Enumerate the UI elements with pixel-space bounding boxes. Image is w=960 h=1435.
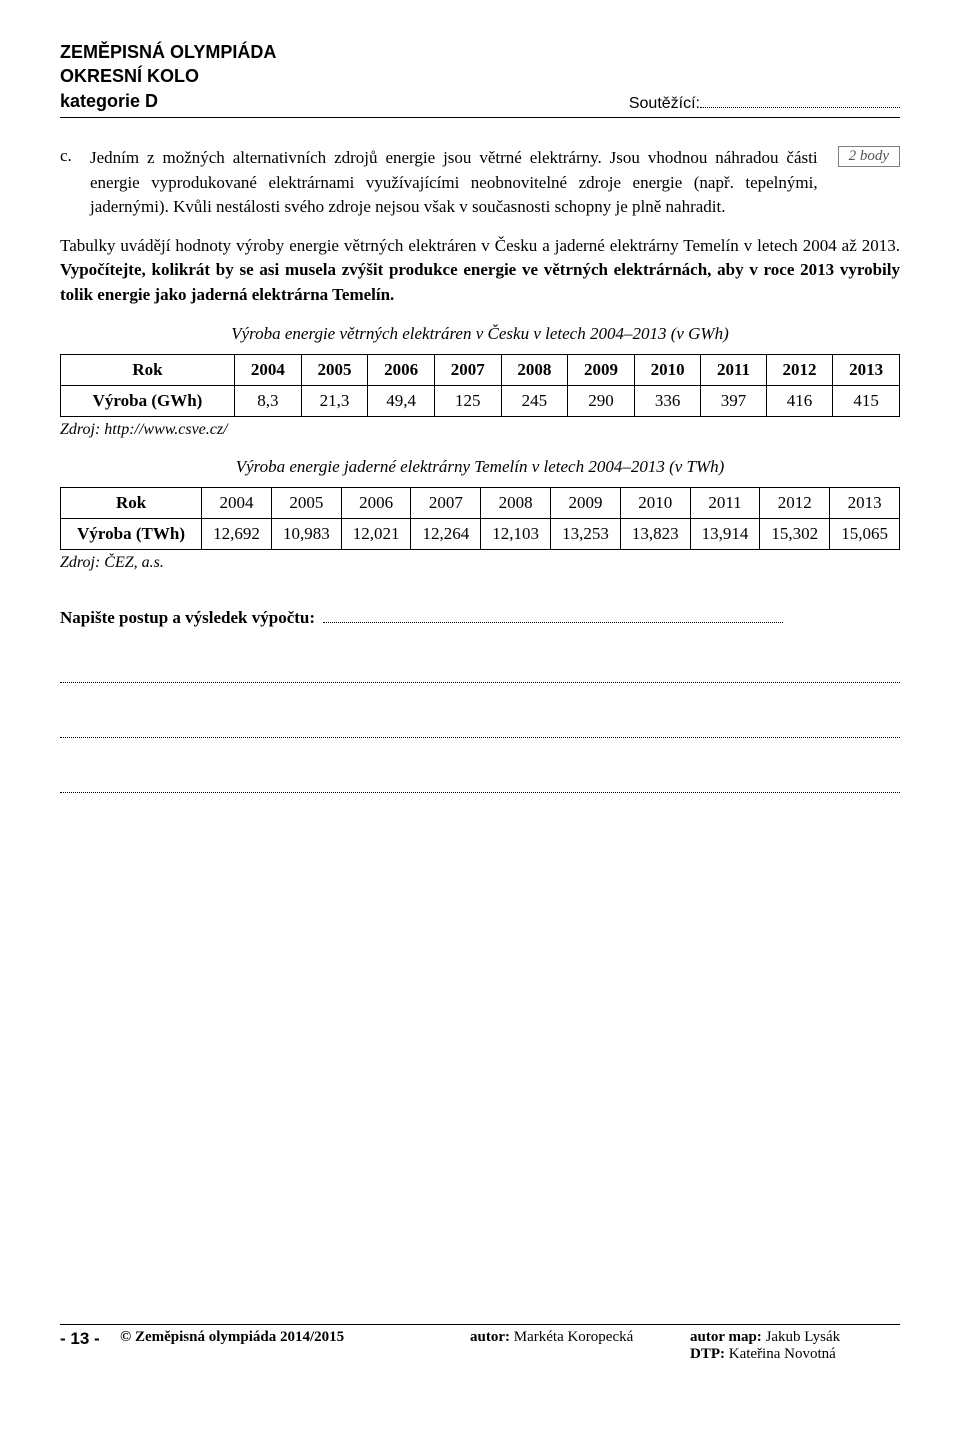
table1-year-3: 2007 — [434, 354, 501, 385]
table2-year-3: 2007 — [411, 487, 481, 518]
title-line-3: kategorie D — [60, 89, 276, 113]
task-c-block: c. Jedním z možných alternativních zdroj… — [60, 146, 900, 220]
answer-line-0[interactable] — [323, 606, 783, 623]
answer-line-2[interactable] — [60, 737, 900, 738]
title-line-1: ZEMĚPISNÁ OLYMPIÁDA — [60, 40, 276, 64]
table1-year-row: Rok 2004 2005 2006 2007 2008 2009 2010 2… — [61, 354, 900, 385]
footer-maps-dtp: autor map: Jakub Lysák DTP: Kateřina Nov… — [690, 1329, 900, 1363]
table2-year-8: 2012 — [760, 487, 830, 518]
table2-caption: Výroba energie jaderné elektrárny Temelí… — [60, 457, 900, 477]
answer-line-3[interactable] — [60, 792, 900, 793]
table1-source: Zdroj: http://www.csve.cz/ — [60, 421, 900, 439]
table1-val-8: 416 — [766, 385, 833, 416]
table2-year-2: 2006 — [341, 487, 411, 518]
table2-val-5: 13,253 — [551, 518, 621, 549]
table2-year-1: 2005 — [271, 487, 341, 518]
table2-year-4: 2008 — [481, 487, 551, 518]
task-intro-text: Jedním z možných alternativních zdrojů e… — [90, 146, 830, 220]
task-paragraph-2: Tabulky uvádějí hodnoty výroby energie v… — [60, 234, 900, 308]
table2-year-7: 2011 — [690, 487, 760, 518]
table2-val-9: 15,065 — [830, 518, 900, 549]
table2-val-6: 13,823 — [620, 518, 690, 549]
table1-year-7: 2011 — [701, 354, 766, 385]
answer-prompt: Napište postup a výsledek výpočtu: — [60, 606, 900, 628]
page-header: ZEMĚPISNÁ OLYMPIÁDA OKRESNÍ KOLO kategor… — [60, 40, 900, 118]
table1-val-1: 21,3 — [301, 385, 368, 416]
table1-value-label: Výroba (GWh) — [61, 385, 235, 416]
table1-val-6: 336 — [634, 385, 701, 416]
table1-year-8: 2012 — [766, 354, 833, 385]
page-footer: - 13 - © Zeměpisná olympiáda 2014/2015 a… — [60, 1324, 900, 1363]
table2-year-5: 2009 — [551, 487, 621, 518]
table1-val-9: 415 — [833, 385, 900, 416]
table2-year-0: 2004 — [202, 487, 272, 518]
table1-val-4: 245 — [501, 385, 568, 416]
table1-year-4: 2008 — [501, 354, 568, 385]
table2-val-7: 13,914 — [690, 518, 760, 549]
competitor-label: Soutěžící: — [629, 95, 700, 112]
table2-year-9: 2013 — [830, 487, 900, 518]
title-line-2: OKRESNÍ KOLO — [60, 64, 276, 88]
table2-year-6: 2010 — [620, 487, 690, 518]
header-title-block: ZEMĚPISNÁ OLYMPIÁDA OKRESNÍ KOLO kategor… — [60, 40, 276, 113]
table2-value-label: Výroba (TWh) — [61, 518, 202, 549]
footer-author: autor: Markéta Koropecká — [470, 1329, 690, 1346]
competitor-field: Soutěžící: — [629, 95, 900, 113]
table2-val-1: 10,983 — [271, 518, 341, 549]
table1-val-3: 125 — [434, 385, 501, 416]
table1-year-2: 2006 — [368, 354, 435, 385]
table1-year-0: 2004 — [235, 354, 302, 385]
table2-value-row: Výroba (TWh) 12,692 10,983 12,021 12,264… — [61, 518, 900, 549]
table1-caption: Výroba energie větrných elektráren v Čes… — [60, 324, 900, 344]
table1-year-6: 2010 — [634, 354, 701, 385]
table2-source: Zdroj: ČEZ, a.s. — [60, 554, 900, 572]
temelin-energy-table: Rok 2004 2005 2006 2007 2008 2009 2010 2… — [60, 487, 900, 550]
points-badge: 2 body — [838, 146, 900, 167]
table2-val-4: 12,103 — [481, 518, 551, 549]
page-number: - 13 - — [60, 1329, 120, 1349]
table1-val-5: 290 — [568, 385, 635, 416]
table2-val-3: 12,264 — [411, 518, 481, 549]
table1-year-label: Rok — [61, 354, 235, 385]
table2-year-label: Rok — [61, 487, 202, 518]
answer-line-1[interactable] — [60, 682, 900, 683]
table1-val-0: 8,3 — [235, 385, 302, 416]
table1-year-5: 2009 — [568, 354, 635, 385]
competitor-blank[interactable] — [700, 95, 900, 108]
table1-value-row: Výroba (GWh) 8,3 21,3 49,4 125 245 290 3… — [61, 385, 900, 416]
task-letter: c. — [60, 146, 90, 166]
table1-year-9: 2013 — [833, 354, 900, 385]
wind-energy-table: Rok 2004 2005 2006 2007 2008 2009 2010 2… — [60, 354, 900, 417]
table2-val-8: 15,302 — [760, 518, 830, 549]
table2-year-row: Rok 2004 2005 2006 2007 2008 2009 2010 2… — [61, 487, 900, 518]
table1-val-7: 397 — [701, 385, 766, 416]
table1-val-2: 49,4 — [368, 385, 435, 416]
table2-val-0: 12,692 — [202, 518, 272, 549]
table2-val-2: 12,021 — [341, 518, 411, 549]
table1-year-1: 2005 — [301, 354, 368, 385]
footer-copyright: © Zeměpisná olympiáda 2014/2015 — [120, 1329, 470, 1346]
